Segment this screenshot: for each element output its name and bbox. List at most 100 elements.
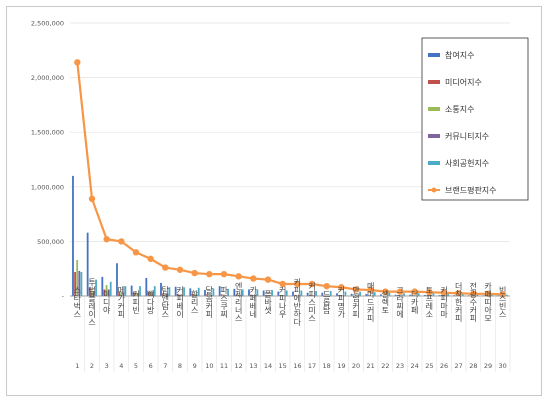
x-category-label: 커피베이 <box>176 286 185 319</box>
x-index-label: 5 <box>134 362 138 370</box>
legend-label: 브랜드평판지수 <box>445 185 497 195</box>
bar <box>350 293 353 296</box>
bar <box>76 259 79 296</box>
bar <box>294 295 296 296</box>
bar <box>476 294 479 296</box>
x-index-label: 15 <box>279 362 287 370</box>
x-index-label: 10 <box>205 362 213 370</box>
bar <box>72 175 74 296</box>
x-category-label: 커피에반하다 <box>293 278 302 327</box>
bar <box>262 290 265 296</box>
x-category-label: 그라찌에 <box>395 286 404 319</box>
bar <box>266 295 269 296</box>
x-index-label: 21 <box>367 362 375 370</box>
x-category-label: 이디야 <box>102 289 111 315</box>
bar <box>212 288 215 296</box>
x-index-label: 23 <box>396 362 404 370</box>
bar <box>176 293 179 296</box>
x-category-label: 커피마마 <box>439 286 448 319</box>
bar <box>109 281 112 296</box>
bar <box>241 289 244 296</box>
bar <box>447 293 449 296</box>
x-index-label: 30 <box>499 362 507 370</box>
line-point <box>176 266 184 273</box>
bar <box>277 291 280 296</box>
x-category-label: 더착한커피 <box>454 282 463 323</box>
y-tick-label: 2,000,000 <box>31 74 64 82</box>
x-category-label: 빽다방 <box>146 289 155 314</box>
x-index-label: 2 <box>90 362 94 370</box>
x-category-label: 파스쿠찌 <box>219 286 228 319</box>
x-index-label: 9 <box>193 362 197 370</box>
bar <box>105 285 108 296</box>
line-point <box>206 270 213 278</box>
bar <box>505 294 508 296</box>
bar <box>122 292 125 296</box>
x-category-label: 달콤커피 <box>205 286 214 319</box>
line-point <box>132 249 140 256</box>
x-index-label: 6 <box>149 362 153 370</box>
bar <box>308 295 311 296</box>
x-category-label: 메가커피 <box>117 286 126 319</box>
line-series <box>74 59 506 298</box>
bar <box>168 287 171 296</box>
x-index-label: 28 <box>469 362 477 370</box>
bar <box>279 295 282 296</box>
bar <box>178 294 181 296</box>
bar <box>235 294 238 296</box>
x-index-label: 17 <box>308 362 316 370</box>
bar <box>134 292 137 296</box>
line-point <box>220 270 228 278</box>
x-index-label: 27 <box>455 362 463 370</box>
bar <box>151 293 154 296</box>
line-point <box>147 255 154 263</box>
x-category-label: 폴바셋 <box>263 290 272 315</box>
bar <box>292 291 294 296</box>
bar <box>191 293 194 296</box>
line-point <box>382 288 389 295</box>
x-index-label: 14 <box>264 362 272 370</box>
bar <box>336 293 338 296</box>
bar <box>233 288 236 296</box>
bar <box>315 291 317 296</box>
x-category-label: 더카페 <box>410 290 419 315</box>
line-point <box>484 290 492 298</box>
x-index-label: 13 <box>249 362 257 370</box>
bar <box>306 292 309 296</box>
bar <box>373 292 376 296</box>
y-tick-label: 500,000 <box>37 238 64 246</box>
line-point <box>264 276 272 283</box>
x-category-label: 커피나우 <box>278 286 287 319</box>
bar <box>206 294 208 296</box>
x-category-label: 토프레소 <box>425 286 434 318</box>
x-index-label: 24 <box>411 362 419 370</box>
bar <box>137 293 139 296</box>
bar <box>248 289 250 296</box>
x-category-label: 커피스미스 <box>308 282 317 322</box>
legend-label: 사회공헌지수 <box>445 159 489 168</box>
bar <box>74 271 76 296</box>
line-point <box>294 280 301 288</box>
legend-box <box>421 37 529 201</box>
x-index-label: 7 <box>163 362 167 370</box>
line-point <box>440 289 448 296</box>
bar <box>208 294 211 296</box>
bar <box>164 293 167 296</box>
x-category-label: 커피명가 <box>337 286 346 319</box>
x-index-label: 11 <box>220 362 228 370</box>
x-index-label: 12 <box>235 362 243 370</box>
line-point <box>338 284 345 291</box>
line-point <box>426 288 433 296</box>
x-category-label: 만랩커피 <box>351 286 360 319</box>
legend-label: 소통지수 <box>445 105 474 114</box>
bar <box>394 294 397 296</box>
line-point <box>250 275 257 282</box>
x-category-label: 전광수커피 <box>469 281 478 323</box>
bar <box>193 294 196 296</box>
bar <box>409 294 412 296</box>
bar <box>181 294 183 296</box>
bar <box>183 287 185 296</box>
bar <box>388 292 391 296</box>
bar <box>86 232 89 296</box>
bar <box>132 292 135 296</box>
